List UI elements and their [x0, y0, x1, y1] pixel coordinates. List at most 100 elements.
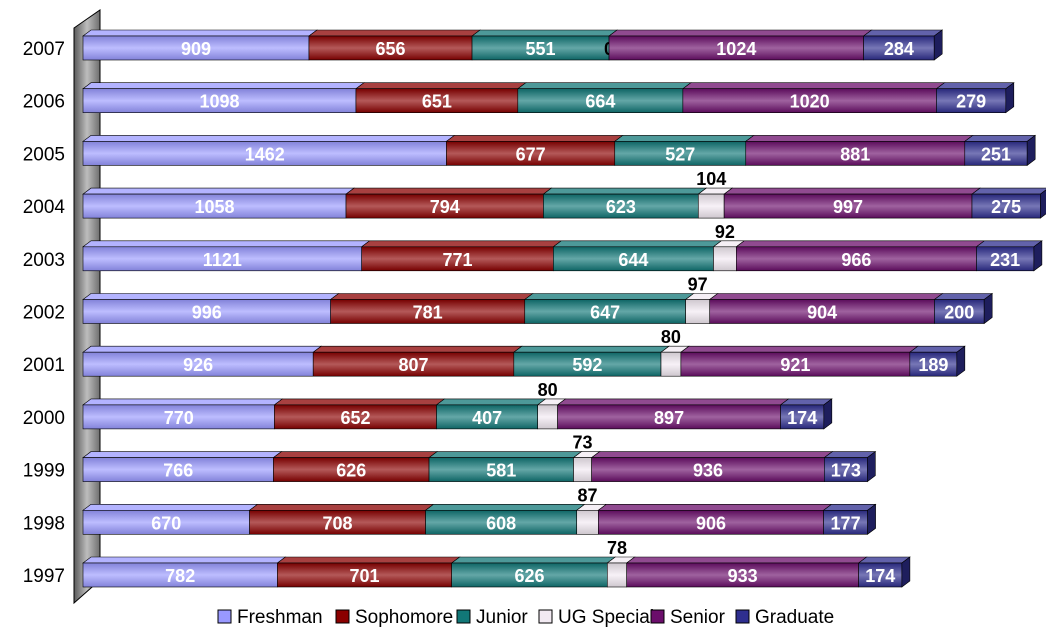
bar-2005-graduate: 251 — [963, 134, 1037, 166]
data-label-1998-ug-special: 87 — [578, 485, 598, 505]
bar-1997-junior: 626 — [450, 556, 617, 588]
data-label-1997-junior: 626 — [514, 566, 544, 586]
bar-2000-ug-special: 80 — [536, 380, 567, 430]
category-label-1999: 1999 — [23, 461, 65, 482]
bar-2004-senior: 997 — [723, 187, 981, 219]
category-label-1998: 1998 — [23, 513, 65, 534]
bar-2002-junior: 647 — [523, 293, 695, 324]
legend-item-junior: Junior — [456, 607, 528, 628]
bar-2005-freshman: 1462 — [82, 135, 456, 166]
category-label-1997: 1997 — [23, 566, 65, 587]
bar-1998-ug-special: 87 — [575, 485, 608, 535]
bar-1999-graduate: 173 — [823, 451, 877, 483]
bar-2007-sophomore: 656 — [308, 29, 481, 61]
data-label-2005-junior: 527 — [665, 144, 695, 164]
legend-swatch — [735, 609, 750, 624]
data-label-1999-senior: 936 — [693, 461, 723, 481]
data-label-2002-graduate: 200 — [944, 303, 974, 323]
bar-2006-graduate: 279 — [935, 82, 1015, 114]
legend-item-senior: Senior — [650, 607, 726, 628]
bar-1997-sophomore: 701 — [276, 556, 461, 588]
bar-2000-senior: 897 — [556, 398, 790, 430]
data-label-2006-graduate: 279 — [956, 92, 986, 112]
bar-2001-senior: 921 — [679, 345, 919, 377]
data-label-2001-sophomore: 807 — [398, 355, 428, 375]
category-label-2003: 2003 — [23, 250, 65, 271]
bar-2001-sophomore: 807 — [312, 345, 523, 377]
data-label-2005-graduate: 251 — [981, 144, 1011, 164]
category-label-2006: 2006 — [23, 92, 65, 113]
data-label-1999-freshman: 766 — [163, 461, 193, 481]
data-label-2002-senior: 904 — [807, 303, 837, 323]
data-label-2003-ug-special: 92 — [715, 222, 735, 242]
data-label-2004-graduate: 275 — [991, 197, 1021, 217]
data-label-2000-ug-special: 80 — [538, 380, 558, 400]
bars-layer: 9096565510102428410986516641020279146267… — [82, 29, 1046, 588]
data-label-1998-junior: 608 — [486, 513, 516, 533]
data-label-2002-ug-special: 97 — [688, 275, 708, 295]
bar-2006-junior: 664 — [516, 82, 692, 113]
data-label-2007-graduate: 284 — [884, 39, 914, 59]
data-label-2007-sophomore: 656 — [375, 39, 405, 59]
data-label-1998-graduate: 177 — [831, 513, 861, 533]
data-label-2006-freshman: 1098 — [199, 92, 239, 112]
data-label-2007-senior: 1024 — [716, 39, 756, 59]
bar-1999-junior: 581 — [428, 451, 583, 482]
bar-1997-freshman: 782 — [82, 556, 287, 588]
legend-item-sophomore: Sophomore — [335, 607, 453, 628]
data-label-2003-senior: 966 — [841, 250, 871, 270]
bar-1998-freshman: 670 — [82, 503, 259, 535]
data-label-2003-graduate: 231 — [990, 250, 1020, 270]
legend-swatch — [456, 609, 471, 624]
bar-2000-freshman: 770 — [82, 398, 284, 430]
data-label-1997-ug-special: 78 — [607, 538, 627, 558]
bar-1997-graduate: 174 — [857, 556, 911, 588]
category-label-2007: 2007 — [23, 39, 65, 60]
legend-swatch — [217, 609, 232, 624]
data-label-1999-junior: 581 — [486, 461, 516, 481]
data-label-2004-senior: 997 — [833, 197, 863, 217]
bar-1999-sophomore: 626 — [272, 451, 438, 482]
data-label-2003-sophomore: 771 — [442, 250, 472, 270]
bar-2003-graduate: 231 — [975, 240, 1043, 272]
data-label-2006-senior: 1020 — [790, 92, 830, 112]
data-label-1997-freshman: 782 — [165, 566, 195, 586]
data-label-1999-ug-special: 73 — [573, 433, 593, 453]
data-label-2002-sophomore: 781 — [413, 303, 443, 323]
bar-2001-junior: 592 — [512, 345, 670, 377]
bar-2007-senior: 1024 — [608, 29, 873, 61]
data-label-1997-senior: 933 — [728, 566, 758, 586]
data-label-2004-junior: 623 — [606, 197, 636, 217]
bar-2005-senior: 881 — [744, 135, 974, 166]
legend-item-freshman: Freshman — [217, 607, 323, 628]
data-label-2000-sophomore: 652 — [340, 408, 370, 428]
data-label-2000-senior: 897 — [654, 408, 684, 428]
bar-1998-senior: 906 — [597, 503, 833, 535]
bar-1998-junior: 608 — [424, 503, 586, 535]
bar-2003-ug-special: 92 — [712, 222, 746, 272]
data-label-1997-sophomore: 701 — [350, 566, 380, 586]
legend-swatch — [538, 609, 553, 624]
data-label-2004-sophomore: 794 — [430, 197, 460, 217]
bar-2001-graduate: 189 — [908, 345, 966, 377]
legend-label: Graduate — [755, 607, 834, 628]
legend-label: Sophomore — [355, 607, 453, 628]
data-label-2000-junior: 407 — [472, 408, 502, 428]
bar-2003-senior: 966 — [735, 240, 986, 272]
data-label-2006-sophomore: 651 — [422, 92, 452, 112]
data-label-1998-freshman: 670 — [151, 513, 181, 533]
bar-2006-sophomore: 651 — [355, 82, 527, 113]
bar-2002-freshman: 996 — [82, 293, 340, 324]
data-label-1999-graduate: 173 — [831, 461, 861, 481]
data-label-2001-freshman: 926 — [183, 355, 213, 375]
legend-label: Freshman — [237, 607, 323, 628]
data-label-2007-freshman: 909 — [181, 39, 211, 59]
bar-2004-ug-special: 104 — [696, 169, 734, 219]
bar-1998-graduate: 177 — [822, 503, 877, 535]
data-label-2004-ug-special: 104 — [696, 169, 726, 189]
data-label-2002-junior: 647 — [590, 303, 620, 323]
bar-2005-junior: 527 — [613, 135, 755, 166]
category-axis-labels: 2007 2006 2005 2004 2003 2002 2001 2000 1999 1998… — [23, 39, 66, 587]
bar-2000-graduate: 174 — [779, 398, 833, 430]
